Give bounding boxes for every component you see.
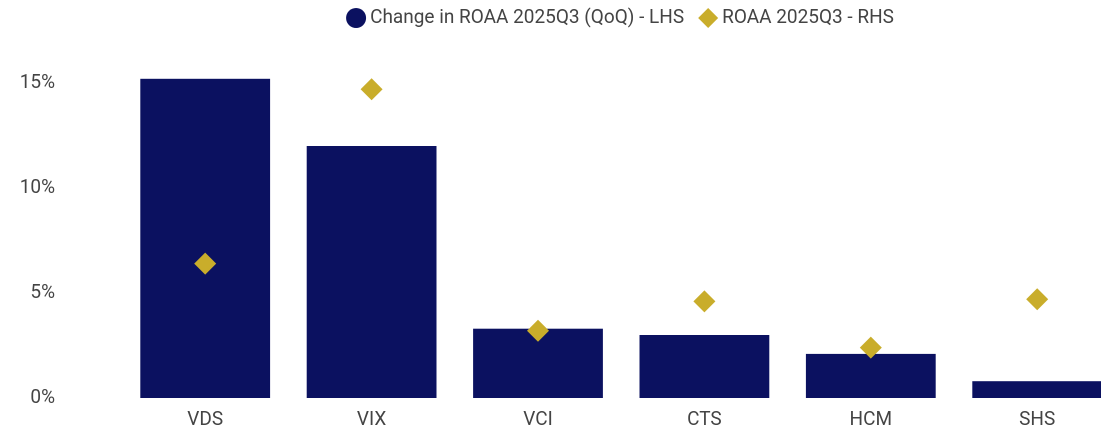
bar — [140, 78, 271, 399]
x-tick-label: VIX — [357, 407, 386, 430]
y-tick-label: 5% — [30, 280, 55, 303]
diamond-marker — [693, 290, 716, 313]
diamond-marker — [194, 252, 217, 275]
diamond-marker — [527, 319, 549, 342]
y-tick-label: 15% — [20, 70, 55, 93]
diamond-marker — [859, 336, 882, 359]
bar — [639, 335, 770, 398]
bar — [306, 146, 437, 398]
diamond-marker — [360, 78, 383, 101]
y-tick-label: 0% — [30, 385, 55, 408]
x-tick-label: VCI — [523, 407, 553, 430]
x-tick-label: CTS — [687, 407, 722, 430]
legend-label: Change in ROAA 2025Q3 (QoQ) - LHS — [370, 5, 684, 28]
legend-icon — [346, 8, 367, 28]
bar — [805, 353, 936, 398]
x-tick-label: SHS — [1019, 407, 1055, 430]
legend-icon — [698, 8, 719, 28]
bar — [972, 381, 1101, 398]
legend-label: ROAA 2025Q3 - RHS — [722, 5, 894, 28]
y-tick-label: 10% — [20, 175, 55, 198]
x-tick-label: HCM — [850, 407, 893, 430]
diamond-marker — [1026, 288, 1049, 311]
x-tick-label: VDS — [187, 407, 223, 430]
